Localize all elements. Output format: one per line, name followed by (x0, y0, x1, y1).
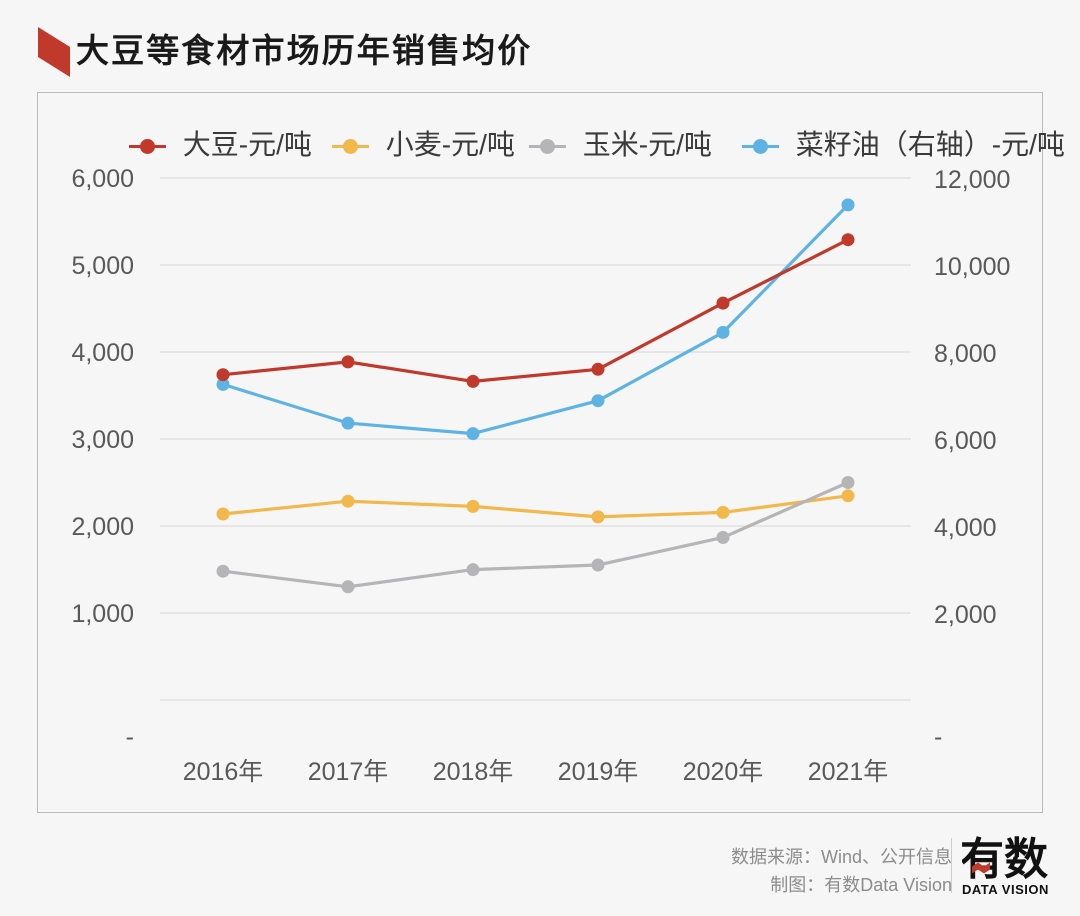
svg-text:有数: 有数 (962, 835, 1048, 884)
svg-text:DATA VISION: DATA VISION (962, 882, 1049, 896)
